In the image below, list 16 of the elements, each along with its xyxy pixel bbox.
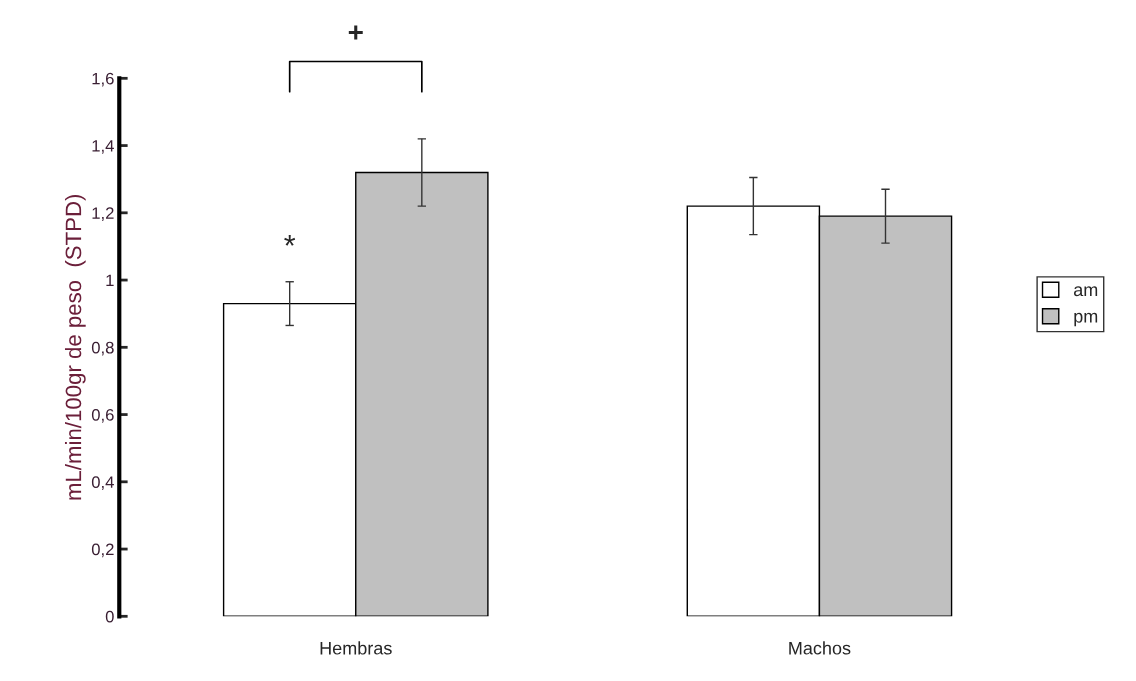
y-tick-label: 0 — [105, 610, 114, 623]
x-tick-label: Hembras — [320, 641, 392, 655]
y-tick-label: 1,6 — [92, 72, 114, 87]
y-tick-label: 1,4 — [92, 140, 114, 154]
y-axis-title: mL/min/100gr de peso (STPD) — [64, 194, 86, 500]
y-tick-label: 0,8 — [91, 341, 114, 356]
annotation: * — [284, 235, 296, 246]
legend-label: pm — [1074, 312, 1098, 327]
text: + — [348, 25, 363, 40]
y-tick-label: 0,6 — [91, 408, 114, 423]
legend-label: am — [1073, 286, 1098, 297]
y-tick-label: 1,2 — [92, 207, 114, 221]
x-tick-label: Machos — [789, 641, 851, 655]
y-tick-label: 1 — [106, 274, 114, 287]
y-tick-label: 0,2 — [91, 543, 114, 558]
y-tick-label: 0,4 — [91, 476, 114, 490]
